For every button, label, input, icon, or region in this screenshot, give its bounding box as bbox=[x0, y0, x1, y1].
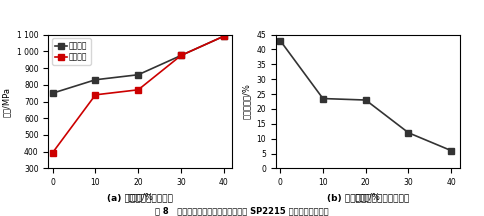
Legend: 抗拉强度, 屈服强度: 抗拉强度, 屈服强度 bbox=[52, 38, 91, 65]
Line: 抗拉强度: 抗拉强度 bbox=[50, 33, 227, 96]
屈服强度 bbox=[92, 94, 98, 96]
屈服强度 bbox=[50, 151, 56, 154]
屈服强度 bbox=[178, 54, 184, 57]
抗拉强度 bbox=[221, 35, 227, 38]
抗拉强度 bbox=[178, 54, 184, 57]
X-axis label: 变形量/%: 变形量/% bbox=[355, 193, 381, 202]
Y-axis label: 断后伸长率/%: 断后伸长率/% bbox=[242, 84, 251, 119]
屈服强度 bbox=[221, 35, 227, 38]
Text: 图 8   未变形和不同变形量室温拉伸后 SP2215 钢试样的拉伸性能: 图 8 未变形和不同变形量室温拉伸后 SP2215 钢试样的拉伸性能 bbox=[155, 207, 329, 216]
屈服强度 bbox=[136, 89, 141, 91]
X-axis label: 变形量/%: 变形量/% bbox=[127, 193, 153, 202]
抗拉强度 bbox=[136, 73, 141, 76]
Line: 屈服强度: 屈服强度 bbox=[50, 33, 227, 155]
抗拉强度 bbox=[92, 78, 98, 81]
Y-axis label: 强度/MPa: 强度/MPa bbox=[2, 87, 11, 116]
抗拉强度 bbox=[50, 92, 56, 94]
Title: (b) 断后伸长率与变形量的关系: (b) 断后伸长率与变形量的关系 bbox=[327, 193, 409, 202]
Title: (a) 强度与变形量的关系: (a) 强度与变形量的关系 bbox=[107, 193, 173, 202]
